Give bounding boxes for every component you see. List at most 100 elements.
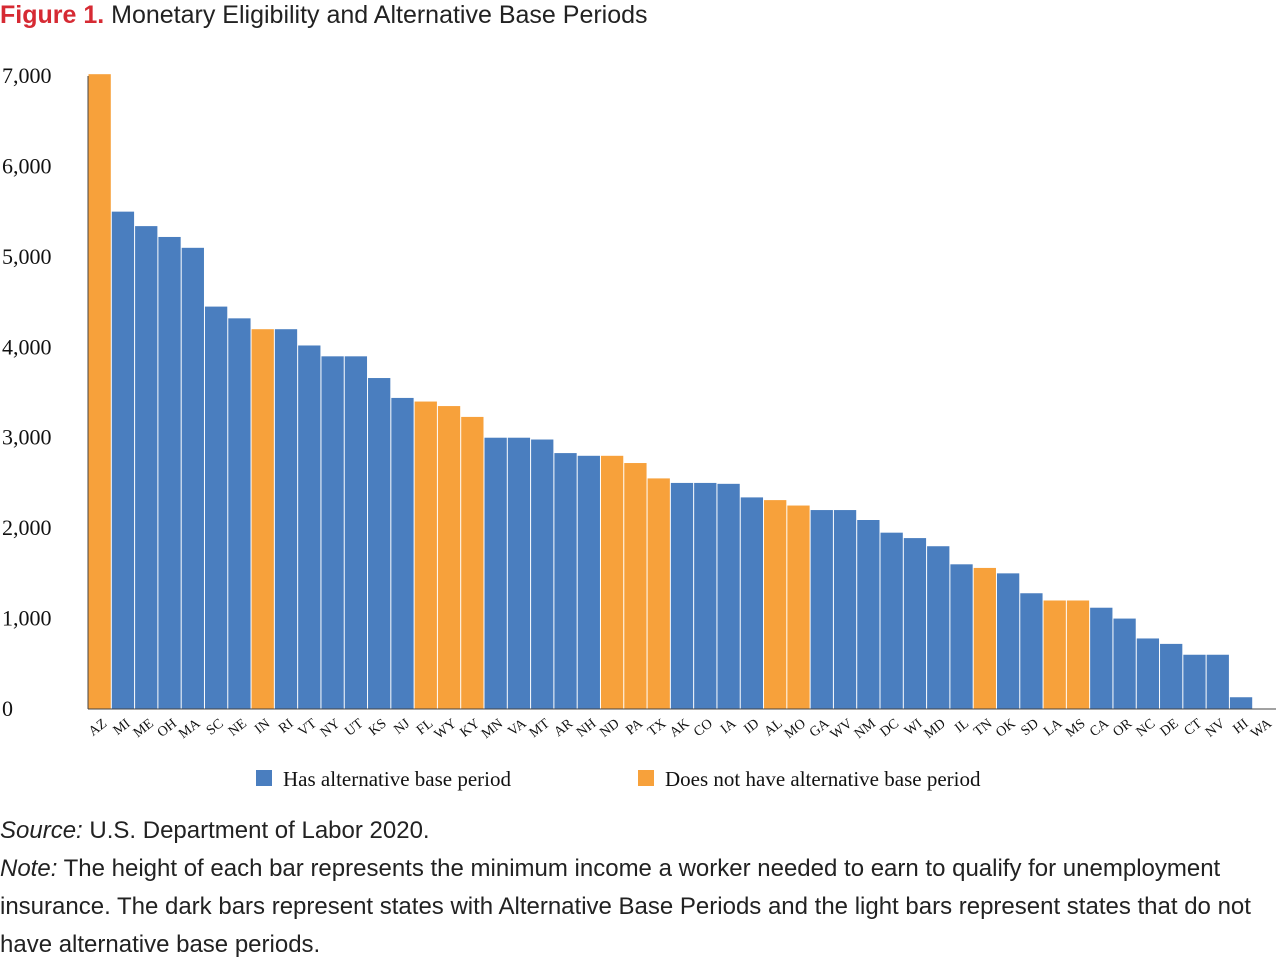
- bar-in: [251, 329, 274, 709]
- bar-nd: [600, 455, 624, 709]
- bar-ct: [1183, 654, 1206, 709]
- y-tick-label: 2,000: [2, 515, 52, 540]
- x-tick-label: NV: [1203, 716, 1228, 740]
- x-tick-label: IN: [252, 716, 273, 737]
- source-line: Source: U.S. Department of Labor 2020.: [0, 812, 1270, 850]
- x-tick-label: LA: [1041, 716, 1066, 740]
- x-tick-label: MA: [176, 716, 204, 742]
- x-tick-label: KY: [458, 716, 483, 740]
- y-tick-label: 0: [2, 696, 13, 721]
- bar-oh: [158, 236, 181, 709]
- x-tick-label: WY: [432, 716, 460, 742]
- y-tick-label: 6,000: [2, 153, 52, 178]
- bar-ia: [717, 483, 740, 709]
- x-tick-label: CO: [691, 716, 716, 740]
- bar-ne: [228, 318, 251, 709]
- x-tick-label: NJ: [391, 716, 413, 738]
- bar-al: [764, 500, 787, 709]
- bar-pa: [624, 463, 647, 709]
- bar-ga: [810, 510, 833, 709]
- bar-ky: [461, 416, 484, 709]
- x-tick-label: AK: [667, 716, 692, 740]
- bar-nj: [391, 397, 414, 709]
- x-tick-label: OR: [1110, 716, 1135, 740]
- bar-wi: [903, 538, 927, 709]
- x-tick-label: DE: [1158, 716, 1182, 739]
- x-tick-label: MT: [527, 716, 553, 741]
- note-paragraph: Note: The height of each bar represents …: [0, 850, 1270, 964]
- x-tick-label: SC: [204, 716, 227, 738]
- bar-ms: [1066, 600, 1090, 709]
- legend-label: Does not have alternative base period: [665, 767, 981, 791]
- bar-de: [1160, 643, 1183, 709]
- bar-dc: [880, 532, 903, 709]
- x-tick-label: ND: [597, 716, 622, 740]
- x-tick-label: RI: [276, 716, 297, 737]
- bar-ny: [321, 356, 344, 709]
- x-tick-label: SD: [1019, 716, 1042, 739]
- bar-nv: [1206, 654, 1229, 709]
- x-tick-label: HI: [1231, 716, 1252, 737]
- x-tick-label: UT: [342, 716, 366, 740]
- x-tick-label: NC: [1134, 716, 1159, 740]
- x-tick-label: NE: [226, 716, 250, 739]
- bar-il: [950, 564, 973, 709]
- bar-vt: [298, 345, 321, 709]
- x-tick-label: GA: [807, 716, 833, 741]
- x-tick-label: OH: [155, 716, 180, 740]
- legend-swatch: [256, 770, 272, 786]
- y-tick-label: 5,000: [2, 244, 52, 269]
- bar-va: [507, 437, 531, 709]
- bar-ar: [554, 453, 577, 709]
- x-tick-label: KS: [366, 716, 389, 739]
- y-tick-label: 4,000: [2, 334, 52, 359]
- legend-label: Has alternative base period: [283, 767, 511, 791]
- x-tick-label: AZ: [86, 716, 110, 739]
- bar-az: [88, 74, 111, 710]
- bar-wy: [437, 406, 461, 709]
- bar-nc: [1136, 638, 1160, 709]
- y-tick-label: 3,000: [2, 425, 52, 450]
- x-tick-label: CT: [1182, 716, 1206, 739]
- x-tick-label: AL: [762, 716, 786, 739]
- figure-name: Monetary Eligibility and Alternative Bas…: [111, 1, 648, 29]
- bar-co: [694, 482, 717, 709]
- x-tick-label: WA: [1248, 716, 1275, 742]
- bar-ri: [274, 329, 298, 709]
- bar-wv: [833, 510, 857, 709]
- x-tick-label: MO: [782, 716, 809, 742]
- bar-fl: [414, 401, 437, 709]
- bar-sd: [1020, 593, 1043, 709]
- bar-ut: [344, 356, 368, 709]
- source-text: U.S. Department of Labor 2020.: [82, 817, 430, 844]
- source-label: Source:: [0, 817, 83, 844]
- legend-swatch: [638, 770, 654, 786]
- bar-tn: [973, 567, 996, 709]
- x-tick-label: AR: [551, 716, 576, 740]
- bar-ok: [996, 573, 1020, 709]
- x-tick-label: NM: [852, 716, 879, 742]
- x-tick-label: NY: [318, 716, 343, 740]
- x-tick-label: VA: [506, 716, 530, 740]
- x-tick-label: VT: [296, 716, 320, 740]
- x-tick-label: IA: [718, 716, 740, 737]
- x-tick-label: IL: [952, 716, 972, 736]
- bar-mn: [484, 437, 507, 709]
- x-tick-label: DC: [878, 716, 903, 740]
- figure-label: Figure 1.: [0, 1, 105, 29]
- bar-mi: [111, 211, 135, 709]
- bar-ak: [670, 482, 694, 709]
- bar-md: [927, 546, 950, 709]
- x-tick-label: ID: [741, 716, 762, 737]
- bar-ks: [368, 378, 391, 709]
- bar-chart: 0 1,000 2,000 3,000 4,000 5,000 6,000 7,000 AZ MI…: [2, 63, 1276, 791]
- y-tick-label: 7,000: [2, 63, 52, 88]
- x-tick-label: ME: [131, 716, 157, 741]
- y-tick-label: 1,000: [2, 606, 52, 631]
- x-tick-label: MN: [479, 716, 506, 742]
- x-tick-label: WI: [902, 716, 926, 739]
- bar-or: [1113, 618, 1136, 709]
- bar-ma: [181, 247, 204, 710]
- x-tick-label: FL: [414, 716, 436, 738]
- x-tick-label: MS: [1063, 716, 1088, 740]
